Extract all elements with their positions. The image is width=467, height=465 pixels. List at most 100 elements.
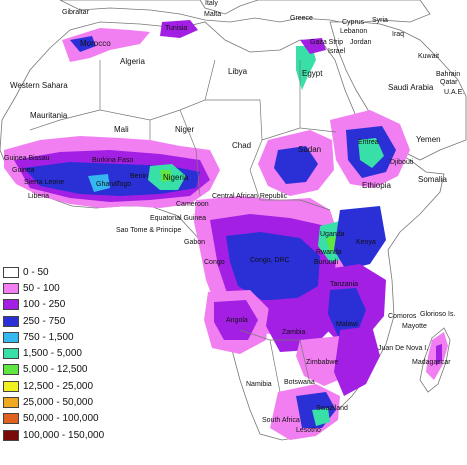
label-car: Central African Republic [212, 193, 288, 200]
density-layer [4, 20, 448, 440]
legend-item: 12,500 - 25,000 [3, 378, 99, 394]
label-chad: Chad [232, 141, 251, 150]
label-iraq: Iraq [392, 31, 404, 38]
label-burundi: Burundi [314, 259, 339, 266]
legend-swatch [3, 380, 19, 392]
density-central-blue [226, 232, 320, 300]
density-sudan-blue [274, 146, 318, 184]
label-mali: Mali [114, 125, 129, 134]
label-egypt: Egypt [302, 69, 323, 78]
legend-item: 750 - 1,500 [3, 329, 99, 345]
label-greece: Greece [290, 15, 313, 22]
legend-label: 0 - 50 [23, 266, 49, 278]
label-niger: Niger [175, 125, 194, 134]
legend-swatch [3, 397, 19, 409]
label-mayotte: Mayotte [402, 323, 427, 330]
label-guinea-bissau: Guinea Bissau [4, 155, 50, 162]
label-liberia: Liberia [28, 193, 49, 200]
label-tunisia: Tunisia [165, 25, 187, 32]
density-south-africa-teal [312, 408, 330, 426]
label-cameroon: Cameroon [176, 201, 209, 208]
label-congo-drc: Congo, DRC [250, 257, 290, 264]
legend-item: 250 - 750 [3, 313, 99, 329]
label-zimbabwe: Zimbabwe [306, 359, 338, 366]
density-morocco-core [70, 36, 96, 52]
label-malawi: Malawi [336, 321, 358, 328]
label-swaziland: Swaziland [316, 405, 348, 412]
label-angola: Angola [226, 317, 248, 324]
label-gaza: Gaza Strip [310, 39, 343, 46]
label-glorioso: Glorioso Is. [420, 311, 455, 318]
label-ethiopia: Ethiopia [362, 181, 391, 190]
legend-item: 100,000 - 150,000 [3, 427, 104, 443]
legend-label: 100,000 - 150,000 [23, 429, 105, 441]
label-saudi-arabia: Saudi Arabia [388, 83, 434, 92]
label-sao-tome: Sao Tome & Principe [116, 227, 181, 234]
legend-label: 5,000 - 12,500 [23, 364, 88, 376]
legend-item: 50 - 100 [3, 280, 99, 296]
label-libya: Libya [228, 67, 248, 76]
density-malawi-blue [328, 288, 366, 336]
label-madagascar: Madagascar [412, 359, 451, 366]
legend-item: 5,000 - 12,500 [3, 362, 99, 378]
label-sierra-leone: Sierra Leone [24, 179, 64, 186]
legend-item: 100 - 250 [3, 297, 99, 313]
legend-swatch [3, 364, 19, 376]
label-kuwait: Kuwait [418, 53, 439, 60]
label-nigeria: Nigeria [163, 173, 189, 182]
legend-label: 25,000 - 50,000 [23, 397, 94, 409]
legend-label: 50,000 - 100,000 [23, 413, 99, 425]
density-ethiopia-teal [358, 138, 384, 168]
label-sudan: Sudan [298, 145, 321, 154]
label-uae: U.A.E. [444, 89, 464, 96]
label-equatorial-guinea: Equatorial Guinea [150, 215, 206, 222]
label-jordan: Jordan [350, 39, 372, 46]
legend-label: 750 - 1,500 [23, 331, 74, 343]
middle-east-land [329, 21, 467, 161]
legend-label: 50 - 100 [23, 282, 60, 294]
density-angola-purple [214, 300, 258, 340]
legend-item: 25,000 - 50,000 [3, 394, 99, 410]
label-south-africa: South Africa [262, 417, 300, 424]
legend-swatch [3, 266, 19, 278]
label-juan-de-nova: Juan De Nova I. [378, 345, 428, 352]
density-nigeria-green [160, 170, 172, 182]
label-israel: Israel [328, 48, 346, 55]
label-togo: Togo [116, 181, 131, 188]
density-mozambique-purple [334, 326, 380, 396]
legend-item: 50,000 - 100,000 [3, 411, 99, 427]
density-morocco [62, 28, 150, 62]
label-congo: Congo [204, 259, 225, 266]
label-djibouti: Djibouti [390, 159, 414, 166]
legend-swatch [3, 315, 19, 327]
legend: 0 - 50 50 - 100 100 - 250 250 - 750 750 … [3, 264, 104, 443]
label-malta: Malta [204, 11, 221, 18]
label-guinea: Guinea [12, 167, 35, 174]
legend-swatch [3, 299, 19, 311]
label-lesotho: Lesotho [296, 427, 321, 434]
density-tunisia [160, 20, 198, 38]
legend-label: 100 - 250 [23, 299, 66, 311]
density-nile-delta [300, 38, 326, 54]
label-gabon: Gabon [184, 239, 205, 246]
density-zambia-purple [266, 296, 330, 352]
label-comoros: Comoros [388, 313, 417, 320]
legend-swatch [3, 331, 19, 343]
label-burkina-faso: Burkina Faso [92, 157, 133, 164]
label-tanzania: Tanzania [330, 281, 358, 288]
label-yemen: Yemen [416, 135, 441, 144]
label-italy: Italy [205, 0, 218, 7]
legend-swatch [3, 348, 19, 360]
legend-swatch [3, 413, 19, 425]
legend-label: 1,500 - 5,000 [23, 348, 82, 360]
density-nile [296, 46, 316, 90]
label-zambia: Zambia [282, 329, 305, 336]
label-kenya: Kenya [356, 239, 376, 246]
label-algeria: Algeria [120, 57, 145, 66]
label-syria: Syria [372, 17, 388, 24]
legend-swatch [3, 282, 19, 294]
label-uganda: Uganda [320, 231, 345, 238]
label-bahrain: Bahrain [436, 71, 460, 78]
